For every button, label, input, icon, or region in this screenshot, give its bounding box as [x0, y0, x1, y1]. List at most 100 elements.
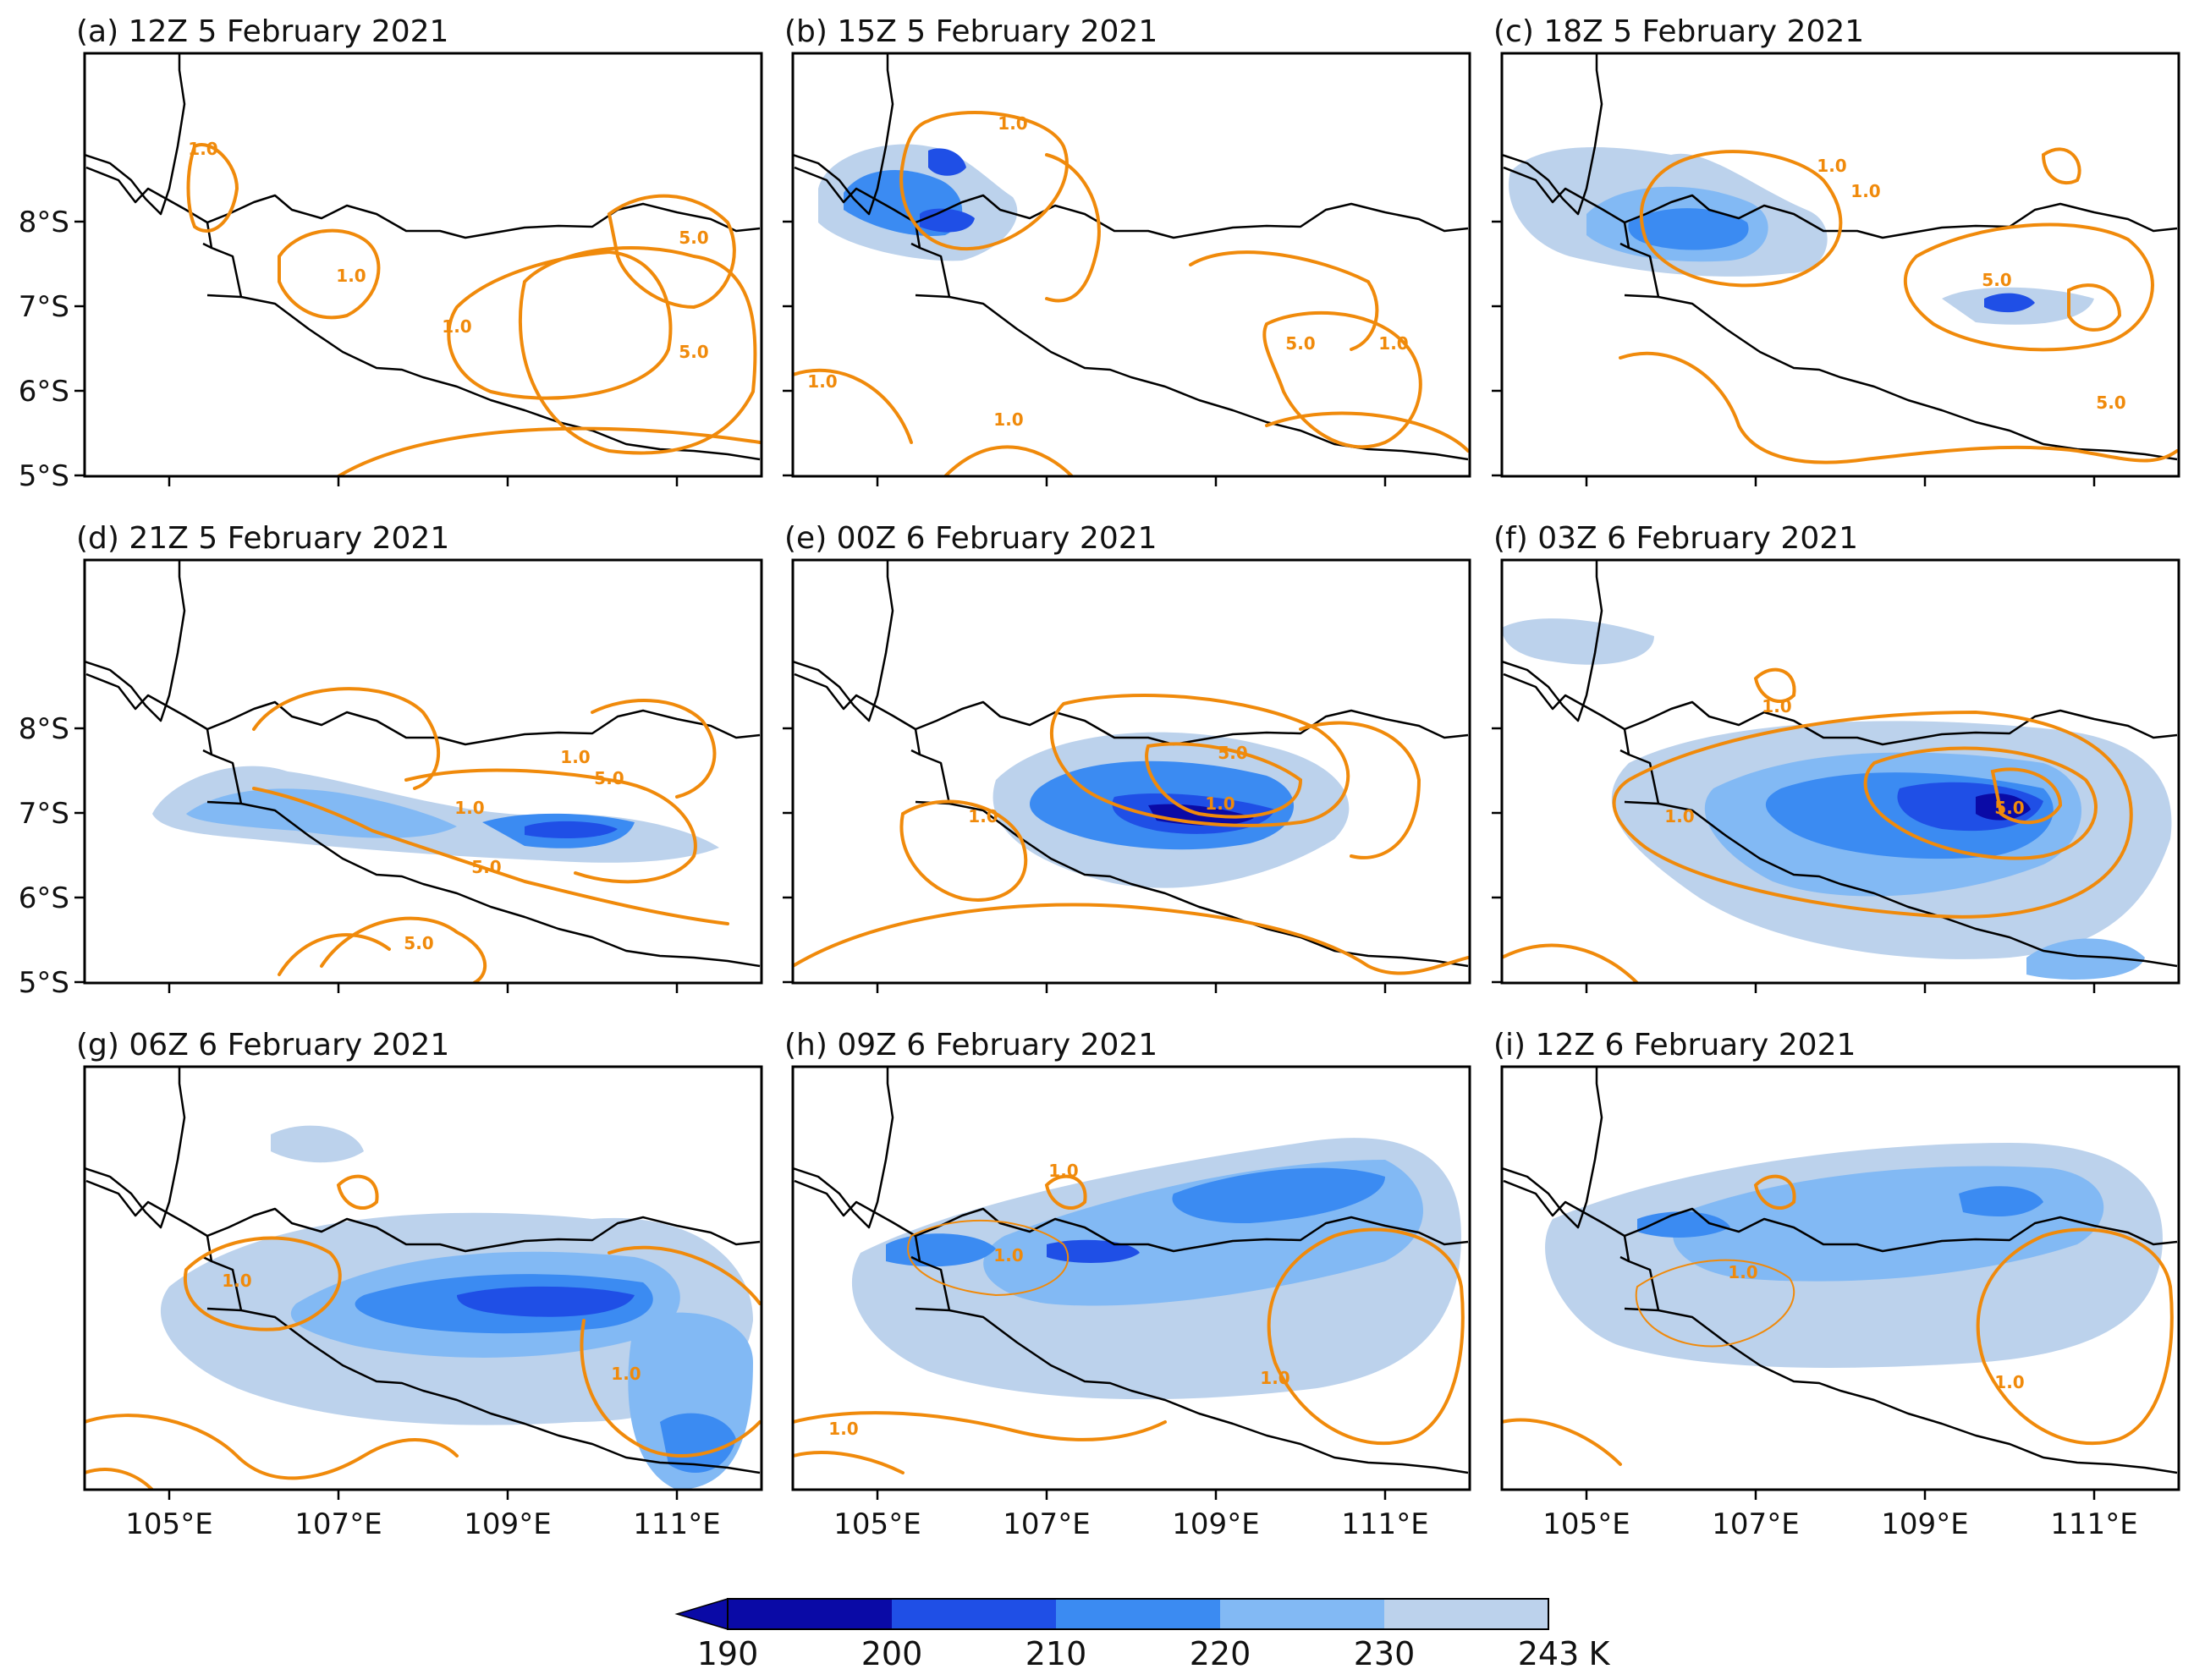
coastline	[206, 294, 761, 461]
contour-label: 1.0	[560, 747, 590, 767]
lon-tick-label: 105°E	[125, 1507, 212, 1541]
contour-line	[1267, 1227, 1465, 1446]
coastline	[915, 294, 1469, 461]
map-frame	[83, 558, 763, 985]
colorbar-segment	[1056, 1599, 1220, 1629]
lat-tick-label: 8°S	[19, 712, 69, 746]
contour-label: 5.0	[1285, 333, 1315, 354]
colorbar-segment	[892, 1599, 1056, 1629]
coastline	[85, 1179, 761, 1253]
contour-label: 5.0	[471, 857, 501, 877]
coastline	[1619, 728, 1660, 804]
colorbar-extend-arrow	[674, 1597, 729, 1631]
colorbar-tick-label: 190	[697, 1635, 759, 1672]
lon-tick-label: 109°E	[1172, 1507, 1259, 1541]
contour-label: 1.0	[1762, 696, 1791, 716]
contour-line	[252, 787, 729, 925]
contour-line	[252, 687, 441, 790]
contour-label: 1.0	[442, 316, 471, 337]
contour-label: 1.0	[993, 409, 1023, 430]
coastline	[1619, 222, 1660, 298]
contour-label: 5.0	[594, 768, 624, 788]
map-panel-i: (i) 12Z 6 February 2021 1.0 1.0 105°E 107°E 1…	[1492, 727, 2180, 1541]
contour-label: 1.0	[998, 113, 1027, 134]
coastline	[85, 1067, 186, 1229]
colorbar-frame	[727, 1598, 1549, 1630]
panel-title: (e) 00Z 6 February 2021	[784, 521, 1157, 556]
lat-tick-label: 7°S	[19, 797, 69, 831]
map-frame	[1500, 1065, 2180, 1491]
brightness-temperature-area	[2026, 938, 2145, 980]
coastline	[206, 1307, 761, 1474]
colorbar-tick-label: 220	[1190, 1635, 1251, 1672]
panel-title: (d) 21Z 5 February 2021	[76, 521, 449, 556]
lat-tick-label: 7°S	[19, 290, 69, 324]
contour-label: 5.0	[1218, 743, 1247, 763]
contour-label: 5.0	[404, 933, 433, 953]
brightness-temperature-area	[660, 1413, 736, 1473]
coastline	[794, 1179, 1469, 1253]
contour-line	[2041, 147, 2081, 185]
map-panel-d: (d) 21Z 5 February 20211.05.01.05.05.05°…	[19, 206, 763, 993]
coastline	[1624, 1307, 2178, 1474]
coastline	[1502, 1067, 1603, 1229]
contour-line	[1753, 667, 1796, 704]
coastline	[202, 1235, 243, 1311]
coastline	[85, 53, 186, 216]
lon-tick-label: 107°E	[1003, 1507, 1090, 1541]
coastline	[1624, 800, 2178, 968]
brightness-temperature-area	[1976, 793, 2031, 821]
contour-label: 5.0	[2096, 393, 2125, 413]
contour-line	[518, 246, 757, 455]
map-panel-c: (c) 18Z 5 February 2021 1.01.0 5.0 5.0	[1493, 14, 2180, 486]
brightness-temperature-area	[525, 821, 618, 839]
colorbar-segment	[728, 1599, 892, 1629]
coastline	[910, 1235, 951, 1311]
coastline	[1503, 1179, 2178, 1253]
coastline	[85, 560, 186, 722]
contour-label: 5.0	[679, 228, 708, 248]
contour-line	[1990, 767, 2063, 825]
contour-line	[1145, 742, 1303, 819]
contour-line	[1863, 746, 2098, 860]
contour-line	[591, 699, 717, 799]
map-frame	[83, 52, 763, 478]
brightness-temperature-area	[1959, 1186, 2043, 1216]
contour-label: 5.0	[1982, 270, 2011, 290]
contour-label: 1.0	[611, 1364, 641, 1384]
colorbar-tick-label: 210	[1026, 1635, 1087, 1672]
contour-label: 1.0	[968, 806, 998, 826]
coastline	[1624, 294, 2178, 461]
contour-label: 1.0	[828, 1419, 858, 1439]
lon-tick-label: 105°E	[1542, 1507, 1630, 1541]
lat-tick-label: 6°S	[19, 375, 69, 409]
colorbar-tick-label: 230	[1354, 1635, 1416, 1672]
coastline	[793, 53, 894, 216]
coastline	[910, 728, 951, 804]
contour-line	[1045, 153, 1101, 303]
contour-label: 1.0	[807, 371, 837, 392]
contour-line	[1262, 310, 1422, 449]
coastline	[1502, 53, 1603, 216]
contour-line	[1904, 222, 2154, 352]
contour-label: 1.0	[336, 266, 366, 286]
lat-tick-label: 5°S	[19, 459, 69, 493]
lon-tick-label: 111°E	[633, 1507, 720, 1541]
contour-line	[1612, 710, 2133, 919]
coastline	[915, 1307, 1469, 1474]
contour-line	[899, 799, 1028, 902]
panel-title: (h) 09Z 6 February 2021	[784, 1028, 1157, 1062]
map-panel-h: (h) 09Z 6 February 2021 1.0 1.0 1.0 1.0 105°E…	[783, 727, 1471, 1541]
colorbar: 190 200 210 220 230 243 K	[674, 1597, 1611, 1672]
colorbar-tick-label: 200	[861, 1635, 923, 1672]
brightness-temperature-area	[1172, 1167, 1385, 1224]
coastline	[1503, 673, 2178, 746]
contour-label: 1.0	[1048, 1161, 1078, 1181]
colorbar-segment	[1220, 1599, 1384, 1629]
map-panel-e: (e) 00Z 6 February 2021 5.0 1.0 1.0	[783, 220, 1471, 993]
contour-line	[1639, 150, 1843, 288]
panel-title: (a) 12Z 5 February 2021	[76, 14, 448, 49]
contour-line	[186, 143, 239, 233]
coastline	[793, 560, 894, 722]
